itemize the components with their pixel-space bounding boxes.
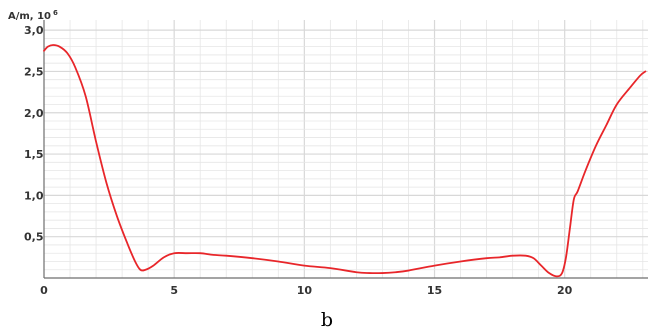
series-group	[43, 44, 647, 278]
grid	[44, 20, 648, 278]
x-tick-label: 5	[170, 284, 178, 297]
tick-labels: 0 5 10 15 20 0,5 1,0 1,5 2,0 2,5 3,0	[24, 24, 573, 297]
x-tick-label: 20	[557, 284, 573, 297]
x-tick-label: 10	[297, 284, 313, 297]
y-axis-label: A/m, 10 6	[8, 9, 58, 22]
series-line	[43, 44, 647, 278]
figure-caption: b	[321, 309, 333, 331]
y-tick-label: 1,0	[24, 189, 44, 202]
y-tick-label: 3,0	[24, 24, 44, 37]
y-tick-label: 2,5	[24, 65, 44, 78]
x-tick-label: 15	[427, 284, 442, 297]
y-axis-unit: A/m, 10	[8, 11, 51, 22]
y-axis-exponent: 6	[53, 9, 58, 17]
axes	[43, 20, 648, 279]
y-tick-label: 1,5	[24, 148, 44, 161]
x-tick-label: 0	[40, 284, 48, 297]
y-tick-label: 2,0	[24, 107, 44, 120]
y-tick-label: 0,5	[24, 231, 44, 244]
